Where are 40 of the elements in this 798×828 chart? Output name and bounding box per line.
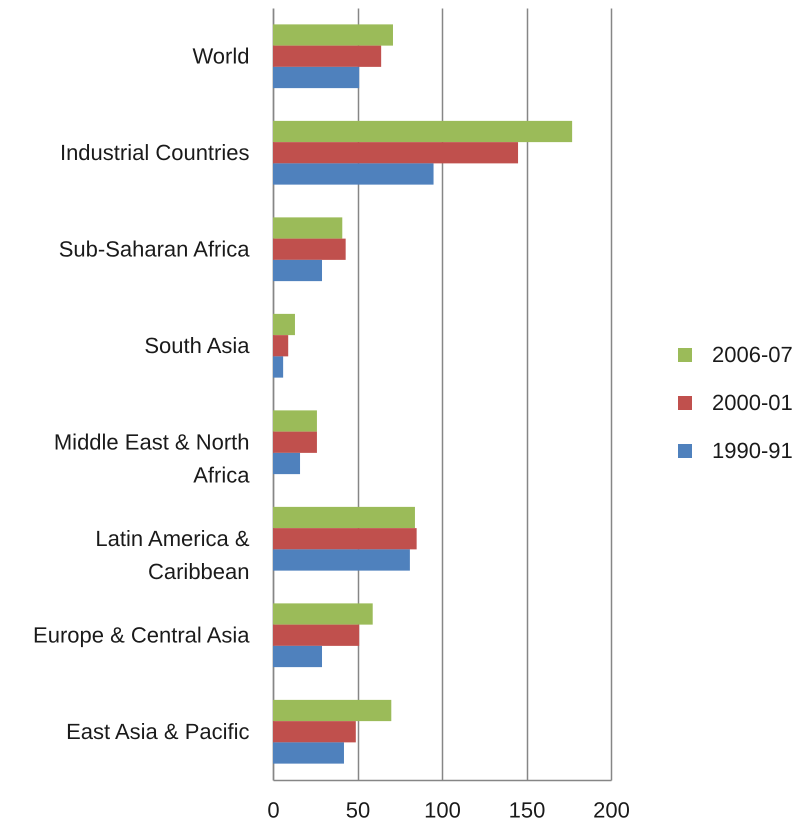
bar bbox=[273, 335, 288, 356]
legend-label: 1990-91 bbox=[712, 438, 793, 463]
bar bbox=[273, 238, 346, 260]
bar bbox=[273, 432, 317, 453]
legend-label: 2006-07 bbox=[712, 342, 793, 367]
bar bbox=[273, 549, 410, 571]
bar bbox=[273, 528, 417, 550]
bar bbox=[273, 314, 295, 336]
bar bbox=[273, 624, 360, 646]
bar bbox=[273, 700, 392, 722]
y-tick-label: East Asia & Pacific bbox=[66, 718, 250, 744]
bar bbox=[273, 721, 356, 742]
bar bbox=[273, 142, 518, 164]
bar bbox=[273, 603, 373, 625]
bar bbox=[273, 410, 317, 432]
y-tick-label: Middle East & North Africa bbox=[54, 429, 250, 488]
y-tick-label: Sub-Saharan Africa bbox=[58, 236, 250, 262]
bar bbox=[273, 452, 300, 474]
bar bbox=[273, 742, 344, 764]
x-tick-label: 50 bbox=[346, 798, 370, 822]
y-tick-label: South Asia bbox=[144, 332, 250, 358]
bar bbox=[273, 24, 393, 46]
x-tick-label: 0 bbox=[267, 798, 280, 822]
bar bbox=[273, 163, 434, 185]
bar bbox=[273, 120, 572, 142]
y-tick-label: Industrial Countries bbox=[60, 140, 250, 165]
bar bbox=[273, 506, 415, 528]
bar bbox=[273, 260, 322, 282]
bar bbox=[273, 356, 284, 378]
y-tick-label: World bbox=[192, 43, 250, 68]
bar bbox=[273, 66, 360, 88]
bar bbox=[273, 646, 322, 668]
x-tick-label: 150 bbox=[508, 798, 546, 822]
bar bbox=[273, 217, 342, 239]
y-tick-label: Europe & Central Asia bbox=[33, 622, 250, 648]
legend-label: 2000-01 bbox=[712, 390, 793, 415]
x-tick-label: 200 bbox=[593, 798, 630, 822]
y-tick-label: Latin America & Caribbean bbox=[95, 526, 250, 584]
x-tick-label: 100 bbox=[424, 798, 461, 822]
bar bbox=[273, 46, 382, 67]
